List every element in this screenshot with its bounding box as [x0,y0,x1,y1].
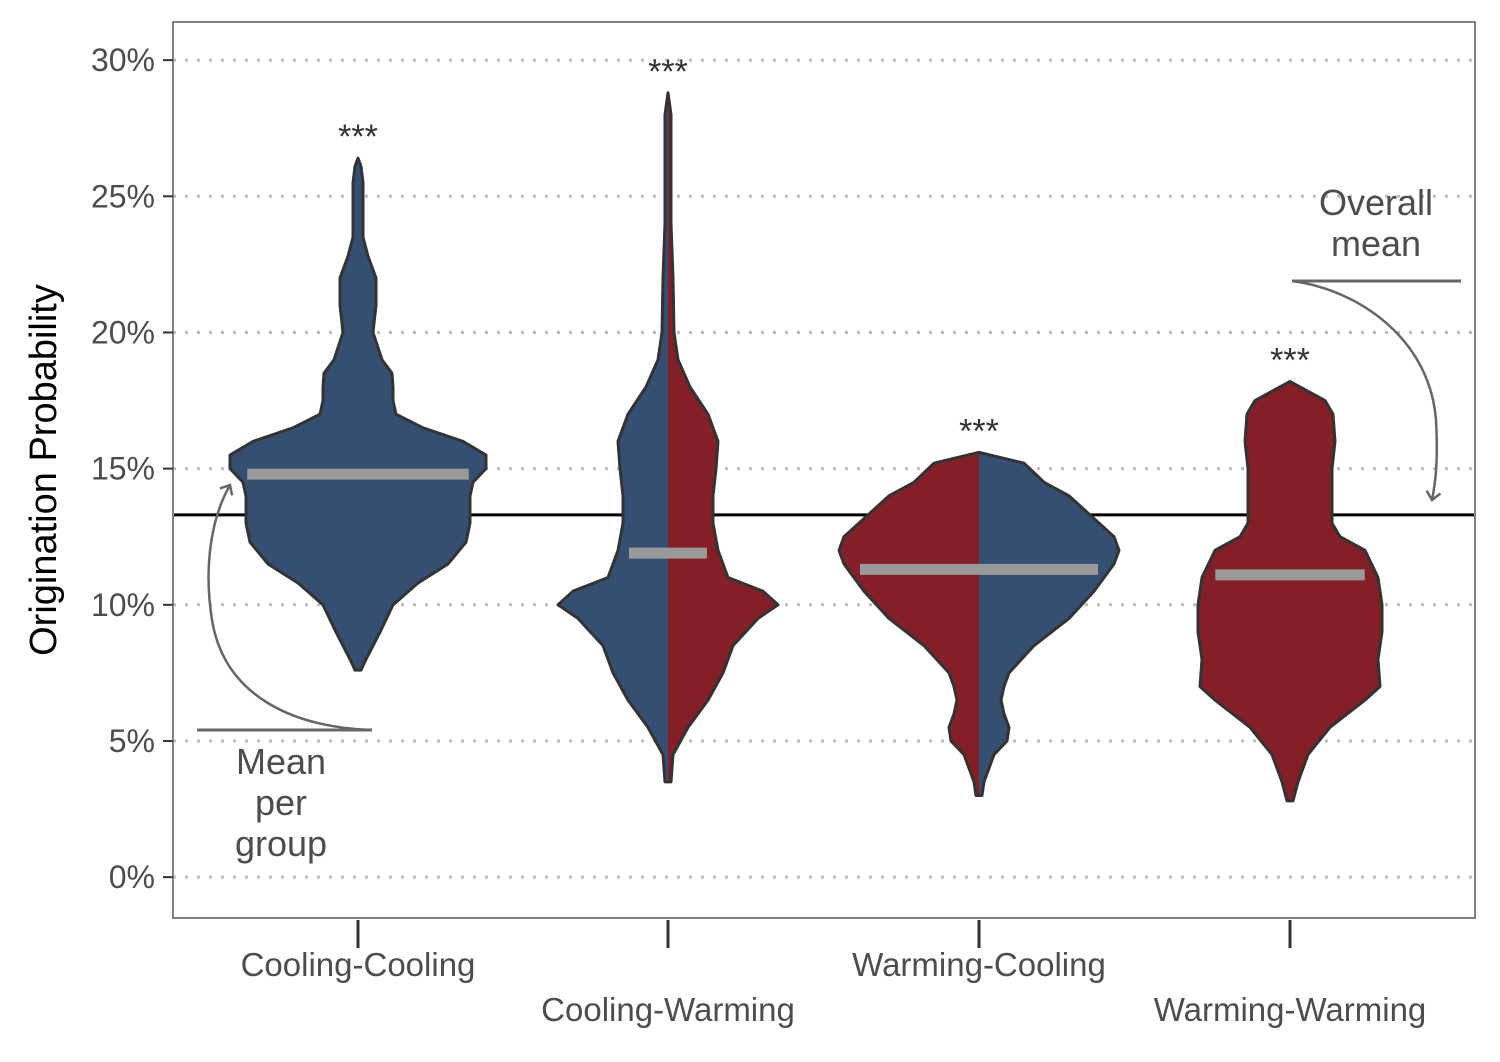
y-tick-label-0: 0% [109,859,155,895]
x-tick-label-warming-cooling: Warming-Cooling [852,946,1106,983]
y-tick-label-25: 25% [91,178,155,214]
violin-warming-warming-left-half [1198,381,1290,801]
violins [228,91,1384,803]
violin-warming-warming-outline [1196,379,1384,803]
y-tick-label-5: 5% [109,723,155,759]
violin-warming-cooling-right-half [979,452,1119,796]
overall-mean-annotation-arrow [1291,279,1442,502]
overall-mean-label-line-2: mean [1331,223,1421,264]
group-mean-bars [247,468,1365,581]
y-tick-label-15: 15% [91,451,155,487]
x-tick-label-warming-warming: Warming-Warming [1154,991,1427,1028]
group-mean-label-line-1: Mean [236,741,326,782]
group-mean-label-line-2: per [255,782,307,823]
significance-warming-cooling: *** [959,412,999,450]
violin-cooling-cooling-right-half [358,158,486,671]
violin-warming-cooling-outline [837,450,1121,797]
x-tick-label-cooling-warming: Cooling-Warming [541,991,795,1028]
significance-warming-warming: *** [1270,341,1310,379]
group-mean-label-line-3: group [235,823,327,864]
violin-cooling-cooling-outline [228,156,488,672]
y-tick-label-20: 20% [91,314,155,350]
violin-cooling-warming-right-half [668,92,778,782]
violin-warming-cooling-left-half [839,452,979,796]
violin-cooling-cooling-left-half [230,158,358,671]
x-tick-label-cooling-cooling: Cooling-Cooling [241,946,476,983]
significance-labels: *** *** *** *** [338,53,1310,450]
y-tick-label-30: 30% [91,42,155,78]
x-axis-ticks: Cooling-Cooling Cooling-Warming Warming-Co… [241,920,1427,1028]
significance-cooling-warming: *** [648,53,688,91]
y-tick-label-10: 10% [91,587,155,623]
overall-mean-annotation: Overall mean [1291,182,1461,502]
violin-cooling-warming-left-half [558,92,668,782]
group-mean-annotation: Mean per group [197,483,373,864]
y-axis-title: Origination Probability [23,284,65,656]
overall-mean-label-line-1: Overall [1319,182,1433,223]
violin-warming-warming-right-half [1290,381,1382,801]
significance-cooling-cooling: *** [338,118,378,156]
group-mean-annotation-arrow [207,483,373,732]
violin-cooling-warming-outline [556,91,780,784]
plot-panel-border [172,21,1476,919]
y-axis-ticks: 0% 5% 10% 15% 20% 25% 30% [91,42,173,895]
